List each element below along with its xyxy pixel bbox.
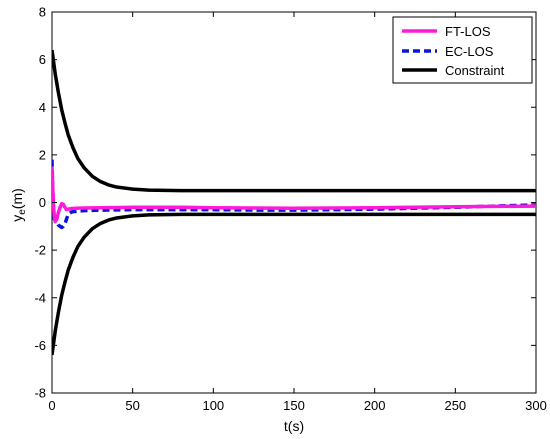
legend: FT-LOS EC-LOS Constraint [392, 16, 533, 84]
x-tick-label: 150 [283, 398, 305, 413]
series-line-ft-los [52, 166, 536, 224]
legend-label-ec-los: EC-LOS [445, 44, 494, 59]
y-axis-label-main: y [9, 215, 25, 222]
y-tick-label: 4 [39, 100, 46, 115]
x-tick-label: 200 [364, 398, 386, 413]
y-tick-label: -2 [34, 243, 46, 258]
y-axis-label-unit: (m) [9, 188, 25, 209]
y-tick-label: 0 [39, 195, 46, 210]
x-tick-label: 0 [48, 398, 55, 413]
y-tick-label: -4 [34, 290, 46, 305]
x-tick-label: 100 [202, 398, 224, 413]
x-tick-label: 50 [125, 398, 139, 413]
x-tick-label: 300 [525, 398, 547, 413]
y-tick-label: -6 [34, 338, 46, 353]
legend-label-ft-los: FT-LOS [445, 24, 491, 39]
x-axis-label: t(s) [284, 418, 304, 434]
legend-label-constraint: Constraint [445, 63, 505, 78]
series-line-ec-los [52, 159, 536, 230]
y-tick-label: 2 [39, 147, 46, 162]
series-line-constraint-lower [52, 212, 536, 356]
x-tick-label: 250 [444, 398, 466, 413]
tick-layer: 0 50 100 150 200 250 300 -8 -6 -4 -2 0 2 4 6 8 [34, 5, 546, 414]
y-tick-label: 8 [39, 5, 46, 20]
y-axis-label-sub: e [17, 209, 28, 215]
series-layer [52, 49, 536, 356]
y-tick-label: -8 [34, 386, 46, 401]
series-line-constraint-upper [52, 49, 536, 193]
y-axis-label: ye(m) [9, 188, 28, 222]
y-tick-label: 6 [39, 52, 46, 67]
